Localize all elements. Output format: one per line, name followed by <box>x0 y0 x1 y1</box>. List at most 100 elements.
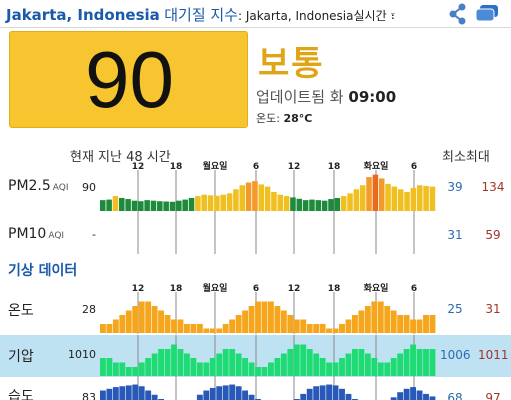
humidity-chart[interactable] <box>100 377 436 400</box>
row-label-pm10: PM10 AQI <box>8 226 64 242</box>
share-icon[interactable] <box>448 3 468 25</box>
temperature-max: 31 <box>485 302 501 316</box>
pressure-bar <box>184 353 190 376</box>
temperature-bar <box>397 315 404 333</box>
humidity-bar <box>248 394 255 400</box>
temperature-bar <box>248 306 255 333</box>
pm25-bar <box>290 197 296 211</box>
pressure-bar <box>326 362 333 376</box>
temperature-bar <box>242 310 249 333</box>
temperature-bar <box>132 306 139 333</box>
time-tick-label: 6 <box>253 284 259 294</box>
humidity-bar <box>403 388 410 400</box>
temperature-bar <box>209 328 216 333</box>
pm25-bar <box>404 192 410 211</box>
humidity-bar <box>416 390 423 400</box>
temperature-current: 28 <box>82 303 96 316</box>
pm25-bar <box>391 186 398 211</box>
min-header: 최소 <box>442 150 466 165</box>
time-tick-label: 화요일 <box>364 282 389 294</box>
row-label-temperature: 온도 <box>8 300 34 320</box>
pm25-sub: AQI <box>52 183 69 193</box>
pressure-bar <box>261 367 268 376</box>
temperature-min: 25 <box>447 302 463 316</box>
updated-clock: 09:00 <box>348 88 397 106</box>
pm25-bar <box>302 200 309 211</box>
humidity-bar <box>345 393 352 400</box>
temperature-bar <box>119 315 126 333</box>
pm25-bar <box>157 201 163 211</box>
temperature-bar <box>384 306 391 333</box>
pressure-bar <box>119 362 126 376</box>
pressure-bar <box>397 353 404 376</box>
pressure-bar <box>164 349 171 376</box>
pressure-bar <box>209 358 216 376</box>
chat-icon[interactable] <box>475 4 499 24</box>
temperature-label: 온도 <box>8 303 34 319</box>
pm25-chart[interactable]: 12 18 월요일 6 12 18 화요일 6 <box>100 160 436 212</box>
temperature-bar <box>293 319 300 333</box>
temperature-bar <box>306 324 313 333</box>
temperature-bar <box>319 324 326 333</box>
temperature-bar <box>339 324 345 333</box>
pressure-bar <box>235 353 242 376</box>
pm25-max: 134 <box>481 180 505 194</box>
pressure-bar <box>190 358 197 376</box>
pm25-bar <box>195 196 201 211</box>
pm10-chart[interactable] <box>100 212 436 254</box>
pressure-bar <box>112 362 119 376</box>
temperature-bar <box>352 315 358 333</box>
temperature-bar <box>151 306 158 333</box>
city-name[interactable]: Jakarta, Indonesia <box>6 6 160 24</box>
temperature-bar <box>138 301 145 333</box>
humidity-bar <box>313 386 320 400</box>
humidity-bar <box>410 387 417 400</box>
temperature-bar <box>222 324 229 333</box>
pm25-bar <box>188 197 195 211</box>
history-title: 현재 지난 48 시간 <box>70 150 171 165</box>
header-subtitle: : Jakarta, Indonesia실시간 ፣ <box>238 9 396 23</box>
humidity-bar <box>112 387 119 400</box>
temperature-bar <box>177 319 184 333</box>
pm25-bar <box>125 199 131 211</box>
humidity-bar <box>229 384 236 400</box>
pm25-bar <box>100 200 106 211</box>
pressure-bar <box>410 344 417 376</box>
pm10-current: - <box>92 228 96 241</box>
pressure-bar <box>125 367 132 376</box>
pressure-bar <box>416 349 423 376</box>
time-tick-label: 18 <box>328 284 341 294</box>
temperature-bar <box>377 301 384 333</box>
temperature-bar <box>410 319 417 333</box>
temperature-bar <box>345 319 352 333</box>
pressure-bar <box>100 358 106 376</box>
pressure-bar <box>384 362 391 376</box>
row-label-pm25: PM2.5 AQI <box>8 178 69 194</box>
pressure-bar <box>248 362 255 376</box>
temperature-bar <box>429 315 436 333</box>
humidity-bar <box>125 385 132 400</box>
time-tick-label: 18 <box>170 162 183 172</box>
temperature-bar <box>403 315 410 333</box>
pressure-bar <box>274 358 281 376</box>
pressure-max: 1011 <box>478 348 509 362</box>
pressure-bar <box>132 367 139 376</box>
pm25-bar <box>328 199 334 211</box>
temperature-bar <box>100 324 106 333</box>
pm25-bar <box>283 196 290 211</box>
pm25-bar <box>144 200 150 211</box>
pm25-bar <box>309 199 315 211</box>
temperature-bar <box>190 324 197 333</box>
pm25-bar <box>245 182 252 211</box>
pressure-bar <box>222 349 229 376</box>
humidity-label: 습도 <box>8 389 34 400</box>
pressure-bar <box>196 362 203 376</box>
temperature-chart[interactable]: 12 18 월요일 6 12 18 화요일 6 <box>100 282 436 334</box>
humidity-current: 83 <box>82 391 96 400</box>
pressure-chart[interactable] <box>100 335 436 377</box>
pm25-bar <box>296 198 303 211</box>
pressure-bar <box>177 349 184 376</box>
pm25-bar <box>378 178 385 211</box>
time-tick-label: 화요일 <box>364 160 389 172</box>
pressure-bar <box>293 344 300 376</box>
